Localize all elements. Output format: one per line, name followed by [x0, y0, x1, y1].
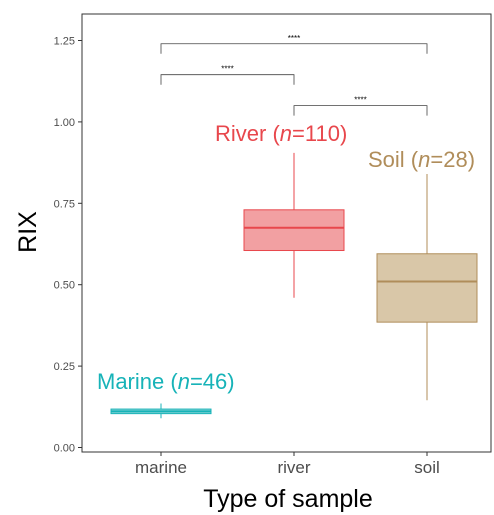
- annotation-river: River (n=110): [215, 121, 347, 146]
- annotation-n: n: [280, 121, 292, 146]
- annotation-suffix: =110): [292, 121, 347, 146]
- significance-label: ****: [288, 34, 300, 43]
- y-tick-label: 1.00: [54, 117, 75, 129]
- significance-bracket: ****: [160, 65, 295, 85]
- y-axis: 0.00 0.25 0.50 0.75 1.00 1.25: [54, 36, 82, 455]
- annotation-suffix: =28): [430, 147, 475, 172]
- box-iqr: [376, 253, 478, 323]
- bracket-line: [293, 105, 428, 116]
- y-axis-title: RIX: [14, 211, 42, 253]
- x-axis-title: Type of sample: [203, 485, 373, 513]
- x-axis: marine river soil: [135, 452, 440, 477]
- x-tick-label: soil: [414, 458, 440, 477]
- x-tick-label: marine: [135, 458, 187, 477]
- annotation-suffix: =46): [190, 369, 235, 394]
- boxes: [110, 152, 478, 419]
- annotation-marine: Marine (n=46): [97, 369, 235, 394]
- significance-brackets: **** **** ****: [160, 34, 428, 116]
- box-iqr: [243, 209, 345, 252]
- annotation-n: n: [178, 369, 190, 394]
- annotation-prefix: River (: [215, 121, 280, 146]
- box-marine: [110, 403, 212, 419]
- bracket-line: [160, 74, 295, 85]
- x-tick-label: river: [277, 458, 310, 477]
- significance-label: ****: [354, 96, 366, 105]
- y-tick-label: 0.50: [54, 280, 75, 292]
- y-tick-label: 0.25: [54, 361, 75, 373]
- annotation-n: n: [418, 147, 430, 172]
- annotation-prefix: Marine (: [97, 369, 178, 394]
- y-tick-label: 0.75: [54, 198, 75, 210]
- significance-bracket: ****: [293, 96, 428, 116]
- box-river: [243, 152, 345, 298]
- significance-bracket: ****: [160, 34, 428, 54]
- y-tick-label: 0.00: [54, 443, 75, 455]
- bracket-line: [160, 43, 428, 54]
- significance-label: ****: [221, 65, 233, 74]
- panel-border: [81, 13, 492, 453]
- annotations: Marine (n=46)River (n=110)Soil (n=28): [97, 121, 475, 394]
- y-tick-label: 1.25: [54, 36, 75, 48]
- annotation-soil: Soil (n=28): [368, 147, 475, 172]
- annotation-prefix: Soil (: [368, 147, 419, 172]
- box-soil: [376, 173, 478, 401]
